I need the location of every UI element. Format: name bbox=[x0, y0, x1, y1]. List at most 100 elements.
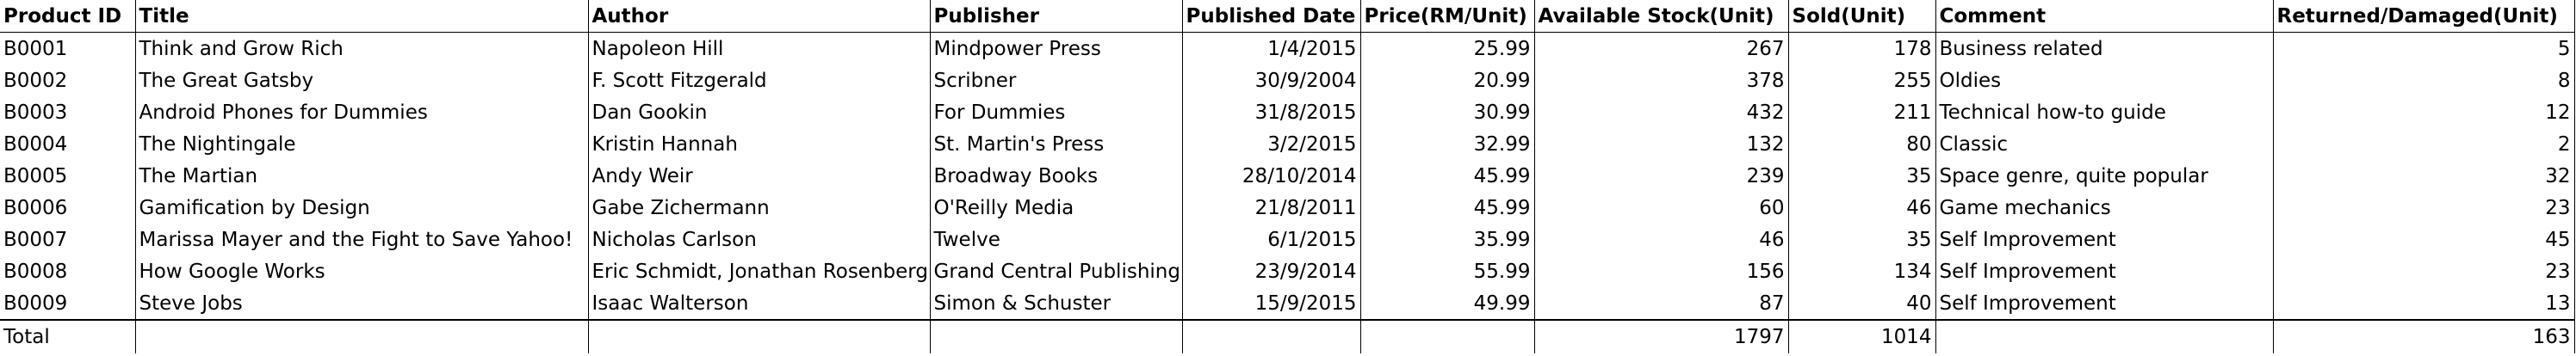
cell-sold[interactable]: 35 bbox=[1788, 160, 1936, 192]
cell-product-id[interactable]: B0005 bbox=[0, 160, 136, 192]
cell-title[interactable]: The Nightingale bbox=[135, 128, 589, 160]
cell-publisher[interactable]: Twelve bbox=[930, 224, 1183, 255]
cell-comment[interactable]: Space genre, quite popular bbox=[1935, 160, 2274, 192]
cell-available-stock[interactable]: 267 bbox=[1534, 32, 1789, 64]
cell-price[interactable]: 35.99 bbox=[1360, 224, 1535, 255]
header-cell-publisher[interactable]: Publisher bbox=[930, 0, 1183, 33]
cell-author[interactable]: Isaac Walterson bbox=[588, 287, 931, 320]
cell-available-stock[interactable]: 239 bbox=[1534, 160, 1789, 192]
cell-price[interactable]: 25.99 bbox=[1360, 32, 1535, 64]
cell-returned-damaged[interactable]: 8 bbox=[2273, 64, 2575, 96]
cell-comment[interactable]: Self Improvement bbox=[1935, 224, 2274, 255]
cell-sold[interactable]: 46 bbox=[1788, 192, 1936, 224]
cell-title[interactable]: How Google Works bbox=[135, 255, 589, 287]
cell-product-id[interactable]: B0001 bbox=[0, 32, 136, 64]
cell-publisher[interactable]: Scribner bbox=[930, 64, 1183, 96]
cell-product-id[interactable]: B0003 bbox=[0, 96, 136, 128]
cell-published-date[interactable]: 31/8/2015 bbox=[1182, 96, 1361, 128]
header-cell-published-date[interactable]: Published Date bbox=[1182, 0, 1361, 33]
header-cell-sold[interactable]: Sold(Unit) bbox=[1788, 0, 1936, 33]
cell-sold[interactable]: 178 bbox=[1788, 32, 1936, 64]
cell-published-date[interactable]: 21/8/2011 bbox=[1182, 192, 1361, 224]
cell-available-stock[interactable]: 132 bbox=[1534, 128, 1789, 160]
cell-price[interactable]: 32.99 bbox=[1360, 128, 1535, 160]
cell-product-id[interactable]: B0004 bbox=[0, 128, 136, 160]
cell-author[interactable]: Gabe Zichermann bbox=[588, 192, 931, 224]
cell-price[interactable]: 55.99 bbox=[1360, 255, 1535, 287]
cell-published-date[interactable]: 28/10/2014 bbox=[1182, 160, 1361, 192]
total-cell-publisher[interactable] bbox=[930, 319, 1183, 353]
cell-returned-damaged[interactable]: 45 bbox=[2273, 224, 2575, 255]
total-cell-author[interactable] bbox=[588, 319, 931, 353]
cell-product-id[interactable]: B0006 bbox=[0, 192, 136, 224]
cell-publisher[interactable]: Mindpower Press bbox=[930, 32, 1183, 64]
cell-publisher[interactable]: O'Reilly Media bbox=[930, 192, 1183, 224]
cell-sold[interactable]: 40 bbox=[1788, 287, 1936, 320]
cell-available-stock[interactable]: 378 bbox=[1534, 64, 1789, 96]
cell-returned-damaged[interactable]: 12 bbox=[2273, 96, 2575, 128]
cell-published-date[interactable]: 3/2/2015 bbox=[1182, 128, 1361, 160]
header-cell-comment[interactable]: Comment bbox=[1935, 0, 2274, 33]
cell-returned-damaged[interactable]: 13 bbox=[2273, 287, 2575, 320]
cell-price[interactable]: 45.99 bbox=[1360, 160, 1535, 192]
total-cell-published-date[interactable] bbox=[1182, 319, 1361, 353]
cell-comment[interactable]: Self Improvement bbox=[1935, 287, 2274, 320]
cell-author[interactable]: Nicholas Carlson bbox=[588, 224, 931, 255]
cell-published-date[interactable]: 6/1/2015 bbox=[1182, 224, 1361, 255]
cell-price[interactable]: 30.99 bbox=[1360, 96, 1535, 128]
cell-author[interactable]: Andy Weir bbox=[588, 160, 931, 192]
cell-comment[interactable]: Business related bbox=[1935, 32, 2274, 64]
header-cell-author[interactable]: Author bbox=[588, 0, 931, 33]
cell-published-date[interactable]: 15/9/2015 bbox=[1182, 287, 1361, 320]
cell-comment[interactable]: Classic bbox=[1935, 128, 2274, 160]
cell-title[interactable]: The Martian bbox=[135, 160, 589, 192]
cell-comment[interactable]: Technical how-to guide bbox=[1935, 96, 2274, 128]
total-cell-returned-damaged[interactable]: 163 bbox=[2273, 319, 2575, 353]
cell-sold[interactable]: 35 bbox=[1788, 224, 1936, 255]
cell-available-stock[interactable]: 46 bbox=[1534, 224, 1789, 255]
cell-price[interactable]: 20.99 bbox=[1360, 64, 1535, 96]
cell-author[interactable]: Eric Schmidt, Jonathan Rosenberg bbox=[588, 255, 931, 287]
header-cell-available-stock[interactable]: Available Stock(Unit) bbox=[1534, 0, 1789, 33]
cell-comment[interactable]: Oldies bbox=[1935, 64, 2274, 96]
cell-title[interactable]: Marissa Mayer and the Fight to Save Yaho… bbox=[135, 224, 589, 255]
cell-published-date[interactable]: 23/9/2014 bbox=[1182, 255, 1361, 287]
cell-returned-damaged[interactable]: 23 bbox=[2273, 255, 2575, 287]
cell-product-id[interactable]: B0009 bbox=[0, 287, 136, 320]
cell-available-stock[interactable]: 156 bbox=[1534, 255, 1789, 287]
cell-sold[interactable]: 211 bbox=[1788, 96, 1936, 128]
cell-author[interactable]: Kristin Hannah bbox=[588, 128, 931, 160]
cell-author[interactable]: Dan Gookin bbox=[588, 96, 931, 128]
total-cell-sold[interactable]: 1014 bbox=[1788, 319, 1936, 353]
cell-author[interactable]: F. Scott Fitzgerald bbox=[588, 64, 931, 96]
cell-available-stock[interactable]: 60 bbox=[1534, 192, 1789, 224]
cell-title[interactable]: Steve Jobs bbox=[135, 287, 589, 320]
cell-comment[interactable]: Self Improvement bbox=[1935, 255, 2274, 287]
total-cell-comment[interactable] bbox=[1935, 319, 2274, 353]
cell-available-stock[interactable]: 87 bbox=[1534, 287, 1789, 320]
cell-price[interactable]: 49.99 bbox=[1360, 287, 1535, 320]
total-cell-price[interactable] bbox=[1360, 319, 1535, 353]
cell-title[interactable]: Think and Grow Rich bbox=[135, 32, 589, 64]
cell-publisher[interactable]: Broadway Books bbox=[930, 160, 1183, 192]
cell-publisher[interactable]: Simon & Schuster bbox=[930, 287, 1183, 320]
cell-published-date[interactable]: 30/9/2004 bbox=[1182, 64, 1361, 96]
header-cell-title[interactable]: Title bbox=[135, 0, 589, 33]
cell-title[interactable]: Gamification by Design bbox=[135, 192, 589, 224]
cell-product-id[interactable]: B0008 bbox=[0, 255, 136, 287]
total-label-cell[interactable]: Total bbox=[0, 319, 136, 353]
cell-publisher[interactable]: Grand Central Publishing bbox=[930, 255, 1183, 287]
cell-product-id[interactable]: B0002 bbox=[0, 64, 136, 96]
header-cell-product-id[interactable]: Product ID bbox=[0, 0, 136, 33]
cell-publisher[interactable]: For Dummies bbox=[930, 96, 1183, 128]
header-cell-price[interactable]: Price(RM/Unit) bbox=[1360, 0, 1535, 33]
cell-product-id[interactable]: B0007 bbox=[0, 224, 136, 255]
cell-available-stock[interactable]: 432 bbox=[1534, 96, 1789, 128]
cell-title[interactable]: Android Phones for Dummies bbox=[135, 96, 589, 128]
cell-sold[interactable]: 255 bbox=[1788, 64, 1936, 96]
total-cell-available-stock[interactable]: 1797 bbox=[1534, 319, 1789, 353]
cell-price[interactable]: 45.99 bbox=[1360, 192, 1535, 224]
cell-returned-damaged[interactable]: 32 bbox=[2273, 160, 2575, 192]
cell-sold[interactable]: 80 bbox=[1788, 128, 1936, 160]
total-cell-title[interactable] bbox=[135, 319, 589, 353]
